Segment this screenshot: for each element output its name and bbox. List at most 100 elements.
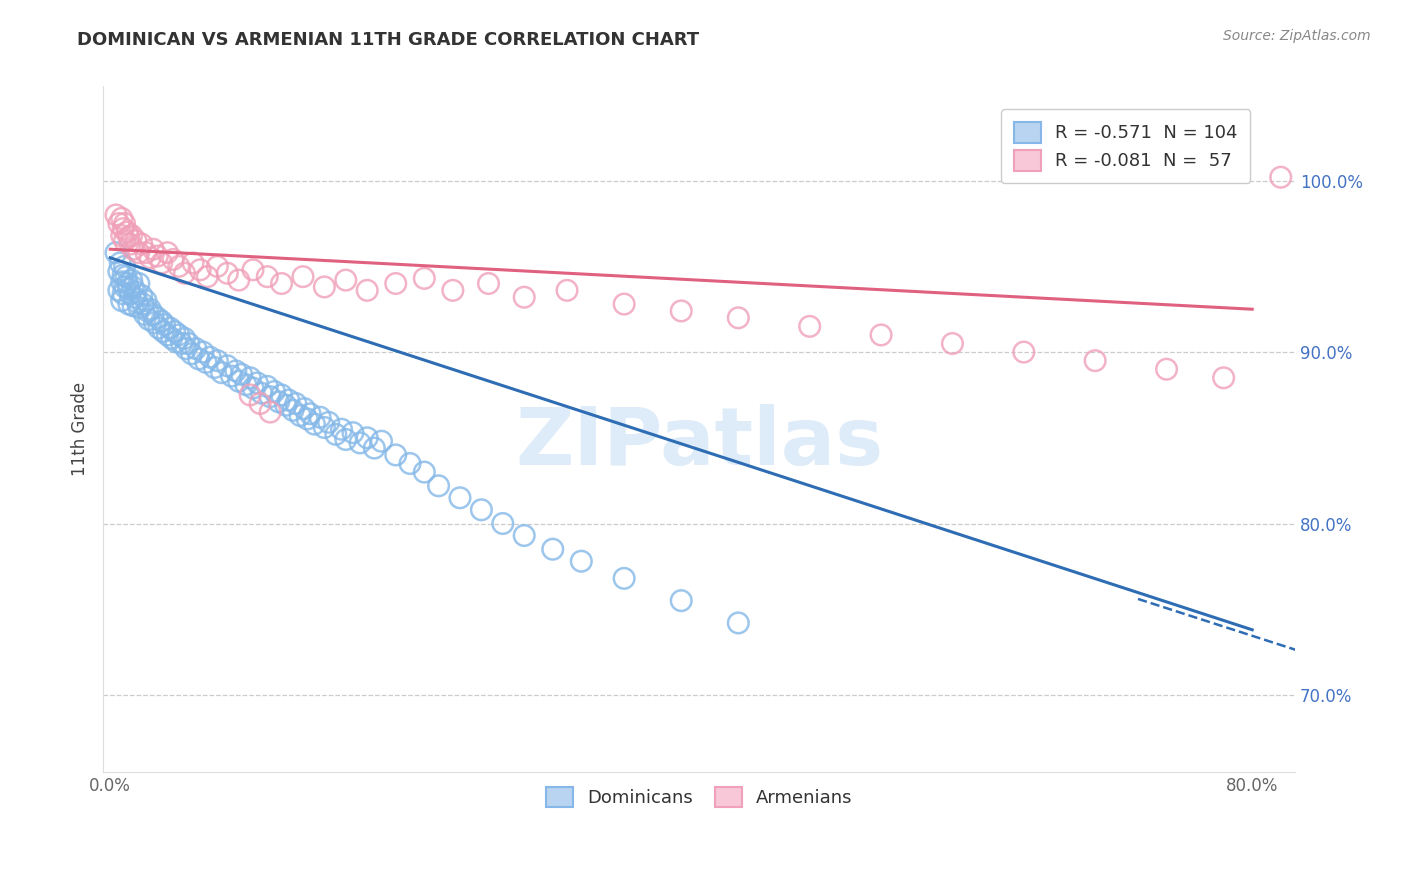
Point — [217, 266, 239, 280]
Point — [114, 217, 136, 231]
Text: DOMINICAN VS ARMENIAN 11TH GRADE CORRELATION CHART: DOMINICAN VS ARMENIAN 11TH GRADE CORRELA… — [77, 31, 699, 49]
Point — [207, 353, 229, 368]
Point — [291, 269, 314, 284]
Point — [284, 396, 307, 410]
Point — [117, 225, 139, 239]
Point — [267, 394, 290, 409]
Point — [184, 342, 207, 356]
Point — [384, 277, 406, 291]
Point — [177, 336, 200, 351]
Point — [148, 321, 170, 335]
Point — [427, 479, 450, 493]
Point — [128, 301, 150, 315]
Point — [195, 269, 218, 284]
Point — [325, 427, 347, 442]
Point — [541, 542, 564, 557]
Point — [204, 360, 226, 375]
Point — [1156, 362, 1178, 376]
Point — [150, 314, 173, 328]
Point — [124, 290, 146, 304]
Point — [188, 262, 211, 277]
Point — [135, 245, 157, 260]
Point — [513, 528, 536, 542]
Point — [180, 347, 202, 361]
Point — [187, 351, 209, 366]
Point — [613, 571, 636, 585]
Point — [256, 379, 278, 393]
Point — [363, 441, 385, 455]
Point — [110, 256, 132, 270]
Point — [211, 366, 233, 380]
Point — [263, 384, 285, 399]
Point — [104, 245, 127, 260]
Text: Source: ZipAtlas.com: Source: ZipAtlas.com — [1223, 29, 1371, 43]
Point — [470, 503, 492, 517]
Point — [118, 230, 141, 244]
Point — [242, 262, 264, 277]
Point — [108, 264, 131, 278]
Point — [228, 273, 250, 287]
Point — [122, 280, 145, 294]
Point — [165, 334, 187, 349]
Point — [163, 325, 186, 339]
Point — [228, 374, 250, 388]
Point — [173, 331, 195, 345]
Point — [104, 208, 127, 222]
Point — [125, 285, 148, 299]
Point — [142, 307, 165, 321]
Point — [121, 273, 143, 287]
Point — [1212, 371, 1234, 385]
Point — [117, 277, 139, 291]
Point — [671, 593, 693, 607]
Point — [250, 386, 273, 401]
Point — [335, 273, 357, 287]
Point — [153, 318, 176, 332]
Point — [239, 388, 262, 402]
Point — [239, 371, 262, 385]
Point — [249, 396, 271, 410]
Point — [1084, 353, 1107, 368]
Point — [162, 252, 184, 267]
Point — [370, 434, 392, 449]
Point — [242, 381, 264, 395]
Y-axis label: 11th Grade: 11th Grade — [72, 382, 89, 476]
Point — [330, 422, 353, 436]
Point — [449, 491, 471, 505]
Point — [170, 336, 193, 351]
Point — [513, 290, 536, 304]
Point — [112, 286, 135, 301]
Legend: Dominicans, Armenians: Dominicans, Armenians — [538, 780, 860, 814]
Point — [156, 245, 179, 260]
Point — [115, 269, 138, 284]
Point — [174, 342, 197, 356]
Point — [1270, 170, 1292, 185]
Point — [671, 304, 693, 318]
Point — [146, 310, 169, 325]
Point — [413, 271, 436, 285]
Point — [143, 316, 166, 330]
Point — [288, 409, 311, 423]
Point — [309, 410, 332, 425]
Point — [108, 284, 131, 298]
Point — [292, 401, 315, 416]
Point — [318, 415, 340, 429]
Point — [118, 297, 141, 311]
Point — [181, 256, 204, 270]
Point — [131, 237, 153, 252]
Point — [194, 355, 217, 369]
Point — [128, 245, 150, 260]
Point — [111, 293, 134, 308]
Point — [314, 420, 336, 434]
Point — [281, 403, 304, 417]
Point — [235, 377, 257, 392]
Point — [384, 448, 406, 462]
Point — [112, 221, 135, 235]
Point — [125, 234, 148, 248]
Point — [207, 260, 229, 274]
Point — [477, 277, 499, 291]
Point — [335, 433, 357, 447]
Point — [225, 364, 247, 378]
Point — [941, 336, 963, 351]
Point — [349, 436, 371, 450]
Point — [139, 302, 162, 317]
